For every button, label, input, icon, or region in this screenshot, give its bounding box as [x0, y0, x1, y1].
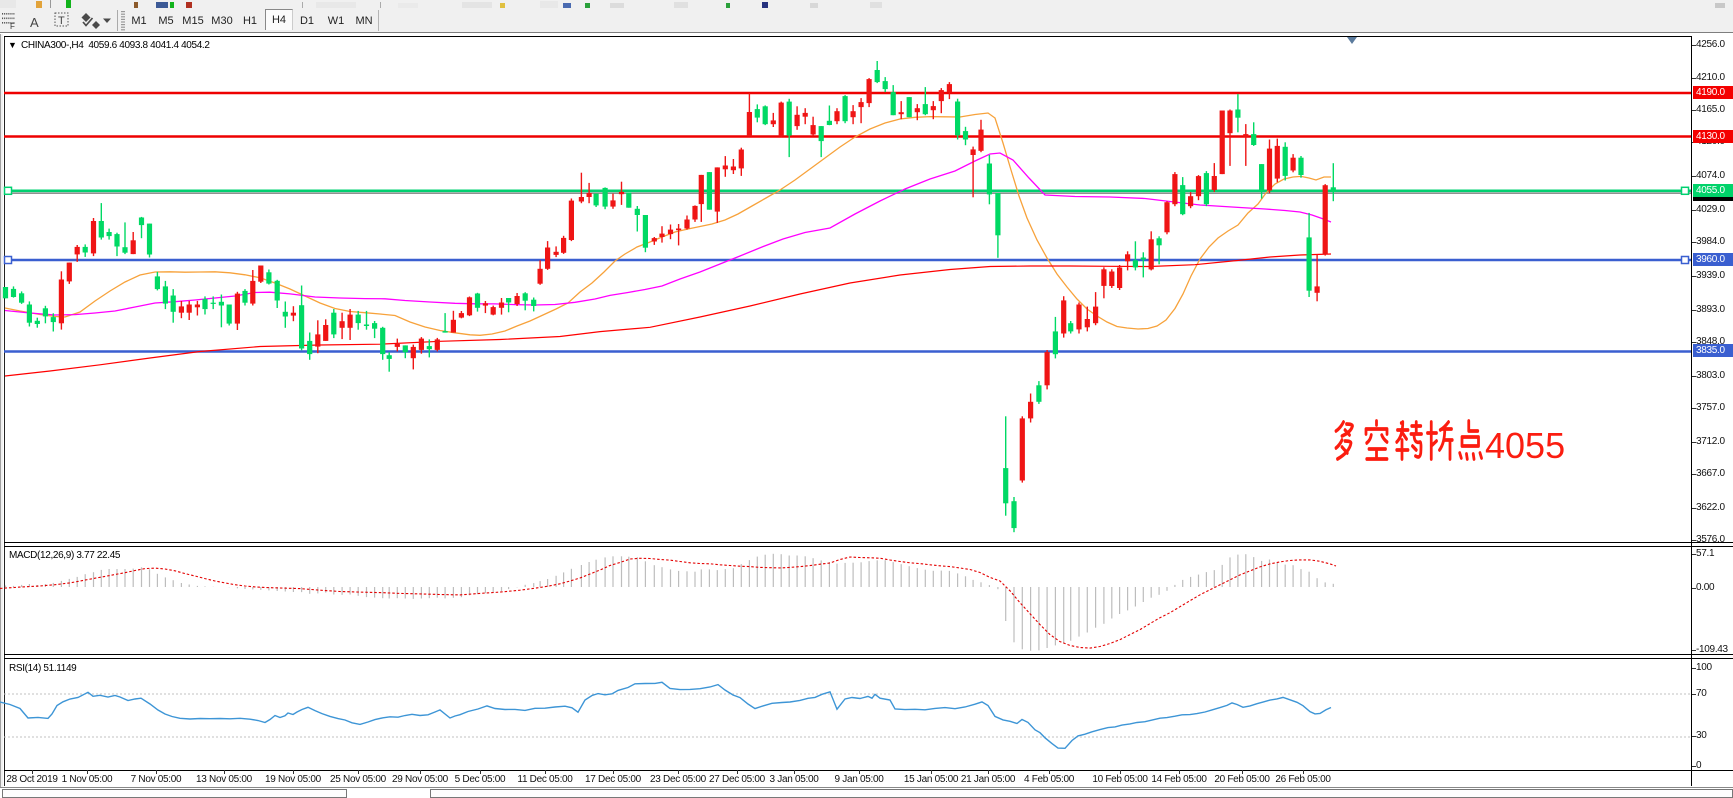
svg-text:F: F: [10, 22, 15, 31]
svg-text:A: A: [30, 15, 39, 30]
svg-text:4055: 4055: [1485, 425, 1565, 464]
svg-text:T: T: [58, 15, 65, 27]
